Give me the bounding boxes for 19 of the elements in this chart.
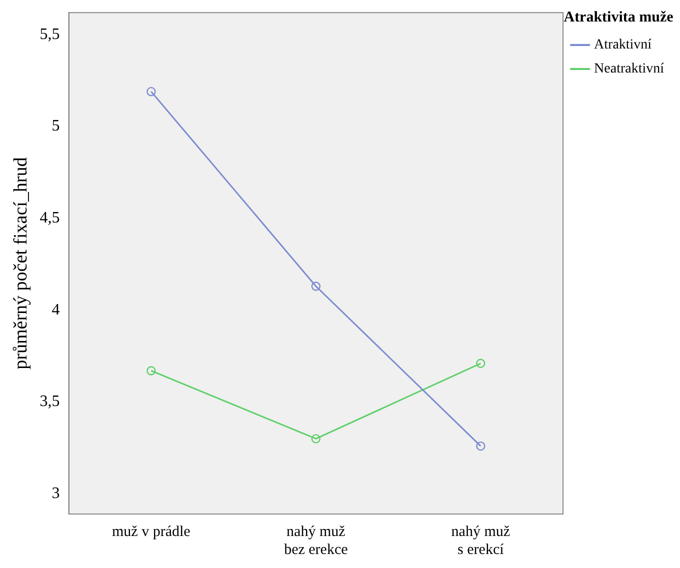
legend-title: Atraktivita muže	[564, 9, 674, 26]
point	[311, 434, 321, 444]
y-tick-label: 5,5	[40, 26, 60, 43]
x-tick-label: nahý muž bez erekce	[284, 524, 348, 558]
y-tick-label: 4	[52, 301, 60, 318]
legend-label: Neatraktivní	[594, 62, 664, 77]
point	[476, 441, 486, 451]
x-tick-label: nahý muž s erekcí	[451, 524, 510, 558]
y-tick-label: 3,5	[40, 393, 60, 410]
y-tick-label: 3	[52, 485, 60, 502]
point	[311, 282, 321, 291]
y-tick-label: 5	[52, 118, 60, 135]
y-tick-label: 4,5	[40, 210, 60, 227]
point	[476, 358, 486, 368]
point	[146, 366, 156, 376]
point	[146, 86, 156, 96]
legend-label: Atraktivní	[594, 38, 652, 53]
x-tick-label: muž v prádle	[112, 524, 191, 540]
y-axis-title: průměrný počet fixací_hrud	[10, 156, 32, 370]
